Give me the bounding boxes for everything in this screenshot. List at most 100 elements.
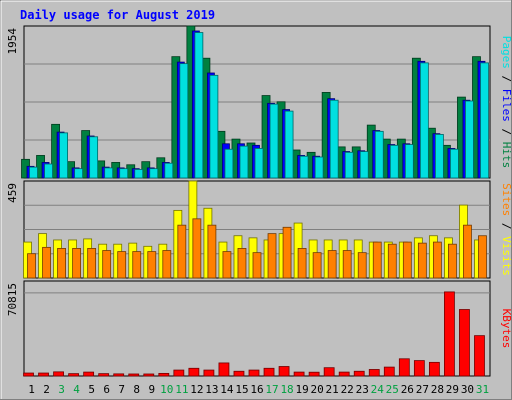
bar-pages-day-14: Pages 14: 370 <box>224 148 234 179</box>
x-tick-label-day-1: 1 <box>28 383 35 396</box>
bar-sites-day-27: Sites 27: 165 <box>417 242 427 279</box>
panel-series-legend: Pages / Files / Hits <box>500 36 512 169</box>
bar-sites-day-21: Sites 21: 130 <box>327 250 337 279</box>
bar-sites-day-9: Sites 9: 125 <box>147 251 157 279</box>
x-axis-day-labels: 1 2 3 4 5 6 7 8 9 10 11 12 13 14 15 16 17 18 19 20 21 22 23 24 2… <box>28 383 489 396</box>
bar-sites-day-5: Sites 5: 140 <box>87 248 97 279</box>
bar-kbytes-day-6: KBytes 6: 2000 <box>98 373 110 377</box>
x-tick-label-day-5: 5 <box>88 383 95 396</box>
bar-kbytes-day-24: KBytes 24: 5500 <box>368 369 380 377</box>
bar-sites-day-10: Sites 10: 130 <box>162 250 172 279</box>
panel-hits-files-pages: Hits 1: 240Hits 2: 290Hits 3: 690Hits 4:… <box>6 25 512 179</box>
x-tick-label-day-31: 31 <box>476 383 489 396</box>
panel-max-label: 1954 <box>6 28 19 55</box>
panel-background <box>23 280 491 377</box>
bar-pages-day-28: Pages 28: 560 <box>434 134 444 179</box>
bar-kbytes-day-15: KBytes 15: 4000 <box>233 370 245 377</box>
bar-pages-day-2: Pages 2: 180 <box>44 163 53 179</box>
bar-pages-day-12: Pages 12: 1870 <box>194 32 204 179</box>
series-sites: Sites 1: 115 Sites 2: 145 Sites 3: 140 Site… <box>27 218 487 279</box>
bar-kbytes-day-10: KBytes 10: 2200 <box>158 372 170 377</box>
x-tick-label-day-21: 21 <box>326 383 339 396</box>
bar-sites-day-2: Sites 2: 145 <box>42 246 51 279</box>
bar-sites-day-26: Sites 26: 170 <box>402 241 412 279</box>
bar-sites-day-12: Sites 12: 280 <box>192 218 202 279</box>
x-tick-label-day-15: 15 <box>235 383 248 396</box>
x-tick-label-day-2: 2 <box>43 383 50 396</box>
bar-sites-day-7: Sites 7: 125 <box>117 251 127 279</box>
x-tick-label-day-4: 4 <box>73 383 80 396</box>
bar-pages-day-8: Pages 8: 110 <box>134 169 144 179</box>
bar-pages-day-16: Pages 16: 380 <box>254 148 264 179</box>
bar-sites-day-14: Sites 14: 125 <box>222 251 232 279</box>
bar-pages-day-24: Pages 24: 600 <box>374 130 384 179</box>
series-kbytes: KBytes 1: 2500 KBytes 2: 2500 KBytes 3: 35… <box>23 291 485 377</box>
bar-sites-day-24: Sites 24: 170 <box>372 241 382 279</box>
x-tick-label-day-27: 27 <box>416 383 429 396</box>
panel-max-label: 70815 <box>6 283 19 316</box>
bar-pages-day-30: Pages 30: 990 <box>465 100 474 179</box>
bar-sites-day-30: Sites 30: 250 <box>463 224 472 279</box>
chart-title: Daily usage for August 2019 <box>20 8 215 22</box>
bar-sites-day-11: Sites 11: 250 <box>177 224 187 279</box>
bar-kbytes-day-19: KBytes 19: 3300 <box>293 371 305 377</box>
bar-pages-day-3: Pages 3: 580 <box>59 132 68 179</box>
bar-pages-day-23: Pages 23: 340 <box>359 151 369 179</box>
x-tick-label-day-20: 20 <box>311 383 324 396</box>
x-tick-label-day-24: 24 <box>371 383 385 396</box>
bar-kbytes-day-27: KBytes 27: 13000 <box>413 360 425 377</box>
bar-sites-day-17: Sites 17: 210 <box>267 233 277 279</box>
bar-kbytes-day-7: KBytes 7: 1800 <box>113 373 125 377</box>
bar-sites-day-23: Sites 23: 120 <box>357 252 367 279</box>
x-tick-label-day-6: 6 <box>103 383 110 396</box>
bar-pages-day-21: Pages 21: 1000 <box>329 99 339 179</box>
bar-pages-day-7: Pages 7: 120 <box>119 168 129 179</box>
bar-kbytes-day-8: KBytes 8: 1700 <box>128 373 140 377</box>
bar-pages-day-22: Pages 22: 330 <box>344 151 354 179</box>
bar-sites-day-8: Sites 8: 125 <box>132 251 142 279</box>
panel-series-legend: Sites / Visits <box>500 183 512 276</box>
bar-kbytes-day-26: KBytes 26: 14500 <box>398 358 410 377</box>
x-tick-label-day-3: 3 <box>58 383 65 396</box>
bar-kbytes-day-28: KBytes 28: 11500 <box>428 361 440 377</box>
bar-kbytes-day-2: KBytes 2: 2500 <box>38 372 49 377</box>
x-tick-label-day-8: 8 <box>133 383 140 396</box>
bar-kbytes-day-31: KBytes 31: 34000 <box>474 335 485 377</box>
bar-sites-day-22: Sites 22: 130 <box>342 250 352 279</box>
bar-kbytes-day-25: KBytes 25: 7500 <box>383 366 395 377</box>
bar-kbytes-day-22: KBytes 22: 3300 <box>338 371 350 377</box>
bar-kbytes-day-14: KBytes 14: 11000 <box>218 362 230 377</box>
bar-pages-day-15: Pages 15: 410 <box>239 145 249 179</box>
bar-pages-day-13: Pages 13: 1320 <box>209 74 219 179</box>
bar-pages-day-20: Pages 20: 270 <box>314 156 324 179</box>
bar-sites-day-15: Sites 15: 140 <box>237 248 247 279</box>
bar-kbytes-day-17: KBytes 17: 6500 <box>263 367 275 377</box>
panel-series-legend: KBytes <box>500 309 512 349</box>
bar-pages-day-26: Pages 26: 430 <box>404 144 414 179</box>
bar-kbytes-day-12: KBytes 12: 6500 <box>188 367 200 377</box>
x-tick-label-day-25: 25 <box>386 383 399 396</box>
x-tick-label-day-7: 7 <box>118 383 125 396</box>
bar-pages-day-5: Pages 5: 530 <box>89 136 99 179</box>
bar-sites-day-25: Sites 25: 160 <box>387 243 397 279</box>
bar-sites-day-16: Sites 16: 120 <box>252 252 262 279</box>
x-tick-label-day-14: 14 <box>220 383 234 396</box>
bar-kbytes-day-29: KBytes 29: 70815 <box>444 291 455 377</box>
bar-pages-day-6: Pages 6: 130 <box>104 167 114 179</box>
bar-kbytes-day-1: KBytes 1: 2500 <box>23 372 34 377</box>
x-tick-label-day-28: 28 <box>431 383 444 396</box>
bar-kbytes-day-16: KBytes 16: 5000 <box>248 369 260 377</box>
bar-pages-day-11: Pages 11: 1470 <box>179 63 189 179</box>
bar-sites-day-28: Sites 28: 170 <box>432 241 442 279</box>
bar-sites-day-1: Sites 1: 115 <box>27 253 36 279</box>
bar-pages-day-1: Pages 1: 140 <box>29 166 38 179</box>
x-tick-label-day-19: 19 <box>295 383 308 396</box>
bar-kbytes-day-9: KBytes 9: 1700 <box>143 373 155 377</box>
bar-pages-day-31: Pages 31: 1480 <box>480 62 489 179</box>
bar-kbytes-day-13: KBytes 13: 5000 <box>203 369 215 377</box>
bar-pages-day-27: Pages 27: 1480 <box>419 62 429 179</box>
bar-kbytes-day-5: KBytes 5: 3300 <box>83 371 95 377</box>
bar-pages-day-9: Pages 9: 120 <box>149 168 159 179</box>
bar-sites-day-4: Sites 4: 140 <box>72 248 82 279</box>
x-tick-label-day-10: 10 <box>160 383 173 396</box>
